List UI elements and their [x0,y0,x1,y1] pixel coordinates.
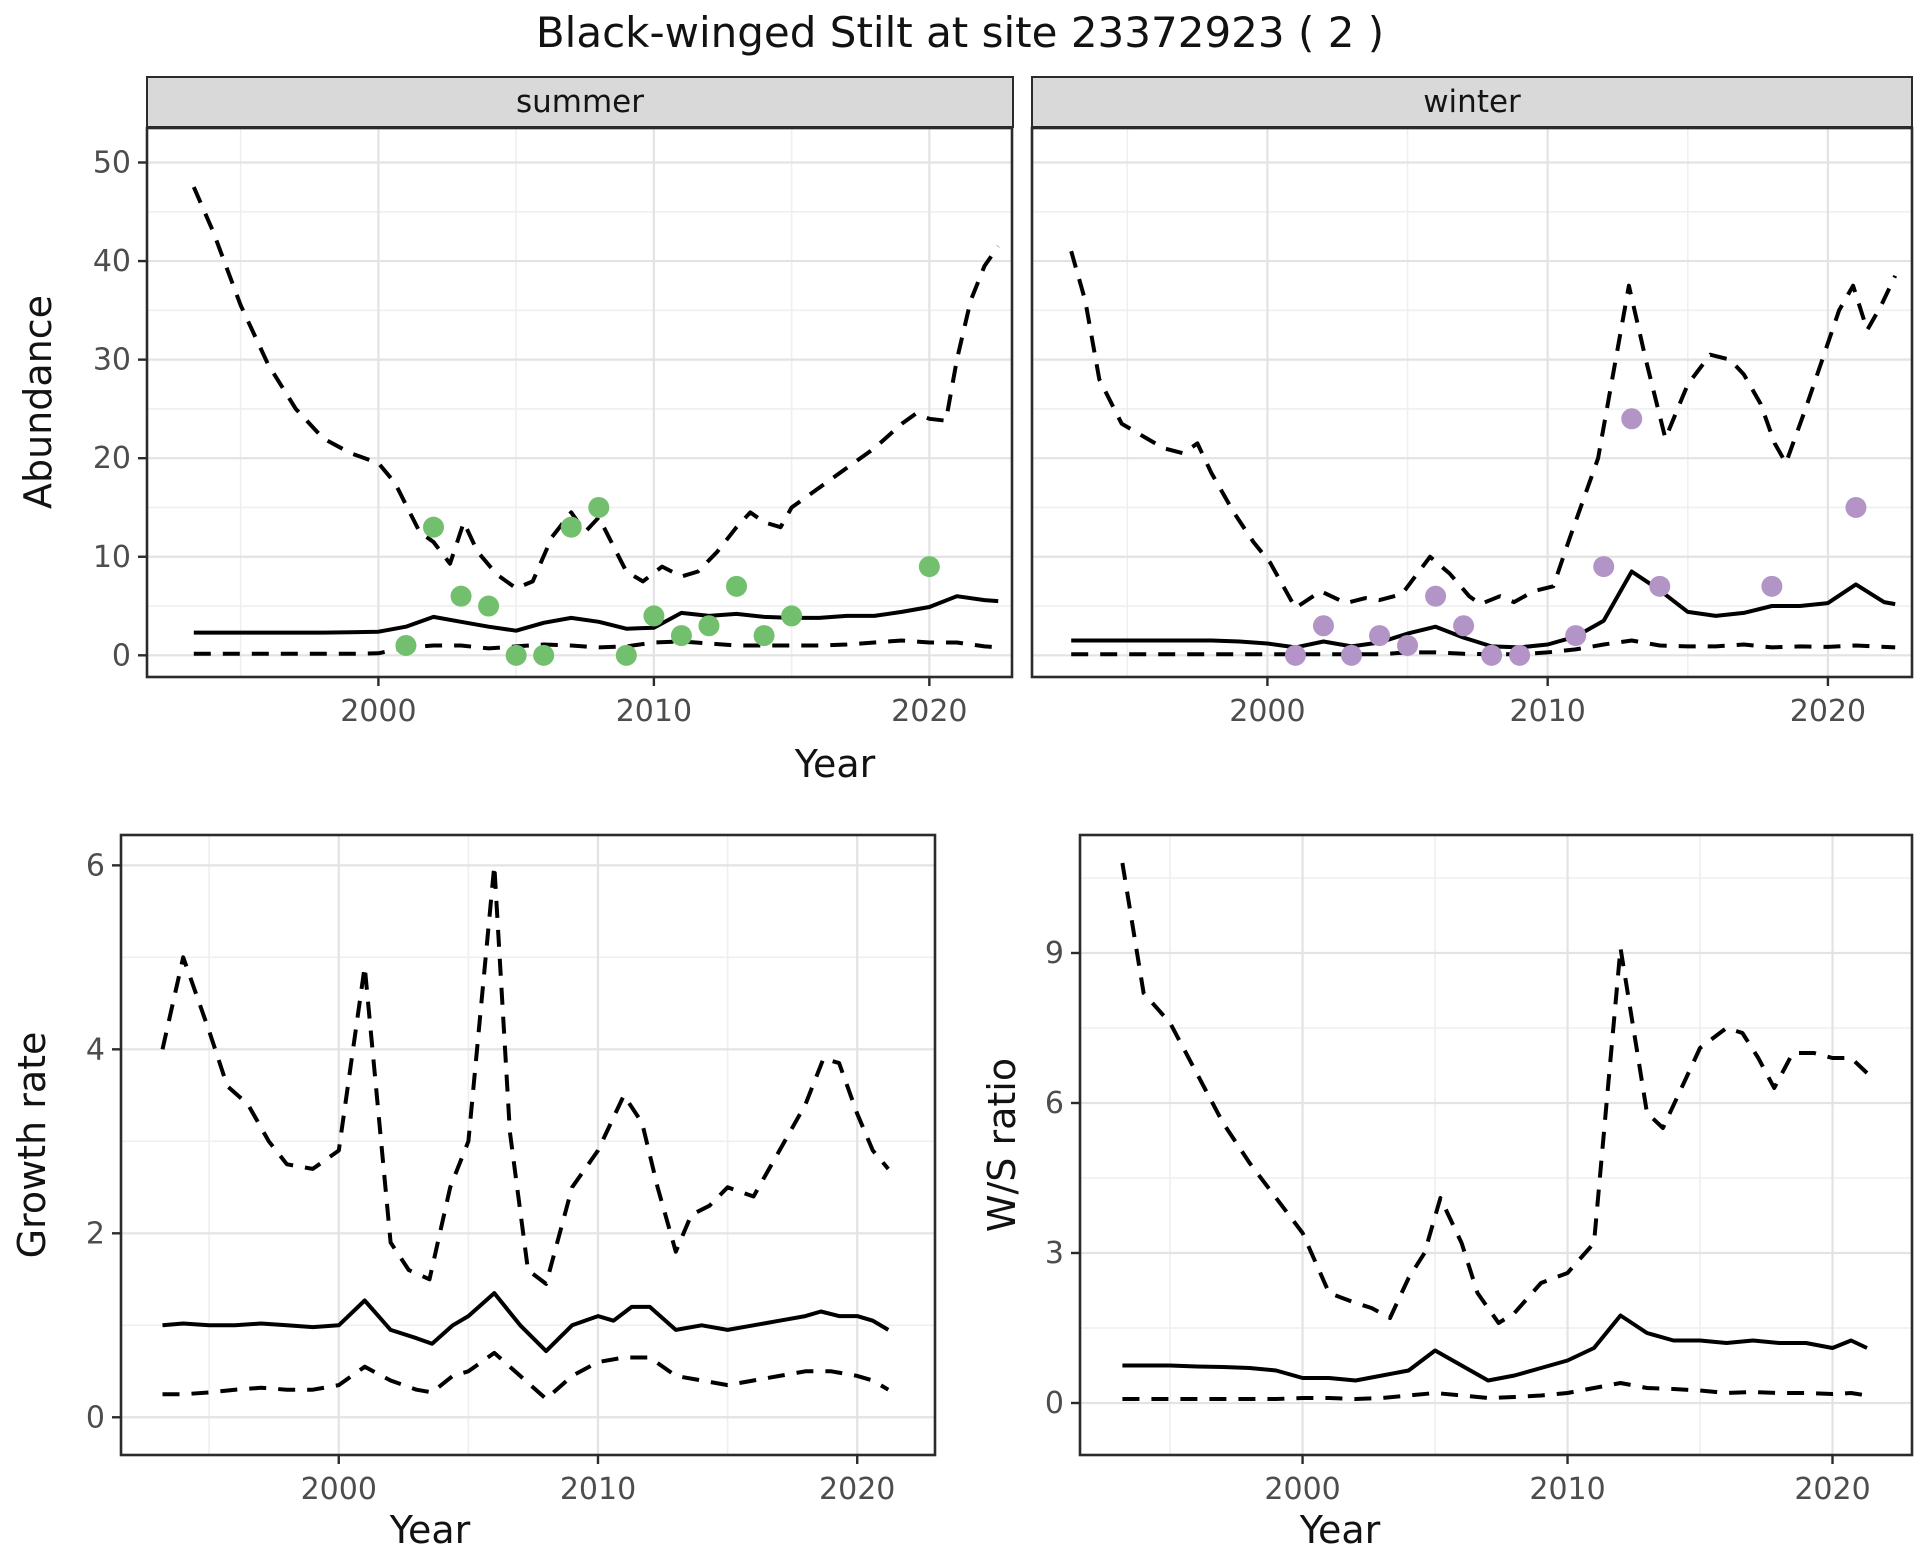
panel-ws-ratio: 2000 2010 2020 0 3 6 9 [1045,833,1914,1507]
abundance-summer-observation-point [450,585,472,607]
x-tick-label: 2000 [1264,1472,1340,1507]
y-tick-label: 0 [1045,1386,1064,1421]
abundance-winter-observation-point [1284,644,1306,666]
abundance-winter-observation-point [1397,634,1419,656]
abundance-summer-observation-point [781,605,803,627]
y-tick-label: 20 [93,441,131,476]
abundance-summer-upper-ci-line [191,186,1000,591]
y-axis-title-abundance: Abundance [16,294,60,510]
x-tick-label: 2000 [1229,694,1305,729]
y-tick-label: 4 [86,1032,105,1067]
x-axis-title-year-top: Year [794,742,876,786]
y-tick-label: 40 [93,244,131,279]
x-tick-label: 2010 [560,1472,636,1507]
abundance-winter-observation-point [1593,556,1615,578]
x-tick-label: 2010 [1529,1472,1605,1507]
ws-ratio-lower-ci-line [1122,1381,1868,1401]
abundance-summer-observation-point [698,615,720,637]
abundance-winter-observation-point [1312,615,1334,637]
y-axis-title-ws-ratio: W/S ratio [980,1057,1024,1233]
y-tick-label: 6 [86,848,105,883]
abundance-summer-observation-point [422,516,444,538]
x-tick-label: 2020 [1790,694,1866,729]
panel-background [121,835,935,1455]
panel-border [1078,833,1914,1457]
panel-background [147,128,1012,677]
y-tick-label: 9 [1045,936,1064,971]
abundance-winter-observation-point [1481,644,1503,666]
y-tick-label: 30 [93,343,131,378]
abundance-winter-observation-point [1621,408,1643,430]
abundance-summer-observation-point [560,516,582,538]
abundance-winter-observation-point [1453,615,1475,637]
abundance-summer-observation-point [918,556,940,578]
facet-strip-summer-label: summer [515,84,644,120]
x-axis-title-year-ws: Year [1299,1508,1381,1552]
abundance-summer-estimate-line [193,594,999,635]
x-tick-label: 2020 [819,1472,895,1507]
y-tick-label: 3 [1045,1236,1064,1271]
growth-rate-lower-ci-line [162,1350,890,1401]
abundance-summer-observation-point [478,595,500,617]
y-tick-label: 2 [86,1216,105,1251]
panel-border [119,833,937,1457]
abundance-summer-observation-point [643,605,665,627]
abundance-winter-observation-point [1761,575,1783,597]
abundance-summer-observation-point [726,575,748,597]
x-tick-label: 2020 [1794,1472,1870,1507]
abundance-summer-observation-point [615,644,637,666]
ws-ratio-upper-ci-line [1120,862,1869,1325]
panel-background [1080,835,1912,1455]
abundance-winter-observation-point [1425,585,1447,607]
y-axis-title-growth-rate: Growth rate [10,1031,54,1259]
x-tick-label: 2000 [301,1472,377,1507]
abundance-summer-observation-point [395,634,417,656]
x-tick-label: 2010 [616,694,692,729]
abundance-summer-observation-point [753,625,775,647]
panel-growth-rate: 2000 2010 2020 0 2 4 6 [86,833,937,1507]
abundance-winter-upper-ci-line [1069,250,1898,610]
abundance-summer-lower-ci-line [193,638,999,656]
panel-background [1032,128,1912,677]
growth-rate-upper-ci-line [160,863,890,1286]
abundance-winter-observation-point [1565,625,1587,647]
panel-abundance-summer: 2000 2010 2020 0 10 20 30 40 50 [93,126,1014,729]
y-tick-label: 6 [1045,1086,1064,1121]
figure-title: Black-winged Stilt at site 23372923 ( 2 … [535,8,1385,57]
abundance-winter-observation-point [1369,625,1391,647]
panel-border [145,126,1014,679]
abundance-summer-observation-point [533,644,555,666]
abundance-summer-observation-point [505,644,527,666]
abundance-summer-observation-point [588,496,610,518]
facet-strip-winter-label: winter [1423,84,1521,120]
facet-strip-winter: winter [1031,76,1913,128]
panel-border [1030,126,1914,679]
abundance-summer-observation-point [670,625,692,647]
x-tick-label: 2020 [891,694,967,729]
abundance-winter-observation-point [1649,575,1671,597]
y-tick-label: 0 [112,638,131,673]
abundance-winter-observation-point [1845,496,1867,518]
y-tick-label: 0 [86,1400,105,1435]
x-tick-label: 2010 [1509,694,1585,729]
panel-abundance-winter: 2000 2010 2020 [1030,126,1914,729]
facet-strip-summer: summer [146,76,1014,128]
abundance-winter-observation-point [1340,644,1362,666]
y-tick-label: 10 [93,540,131,575]
ws-ratio-estimate-line [1122,1313,1868,1383]
x-axis-title-year-growth: Year [389,1508,471,1552]
x-tick-label: 2000 [340,694,416,729]
abundance-winter-observation-point [1509,644,1531,666]
growth-rate-estimate-line [162,1291,890,1354]
y-tick-label: 50 [93,145,131,180]
